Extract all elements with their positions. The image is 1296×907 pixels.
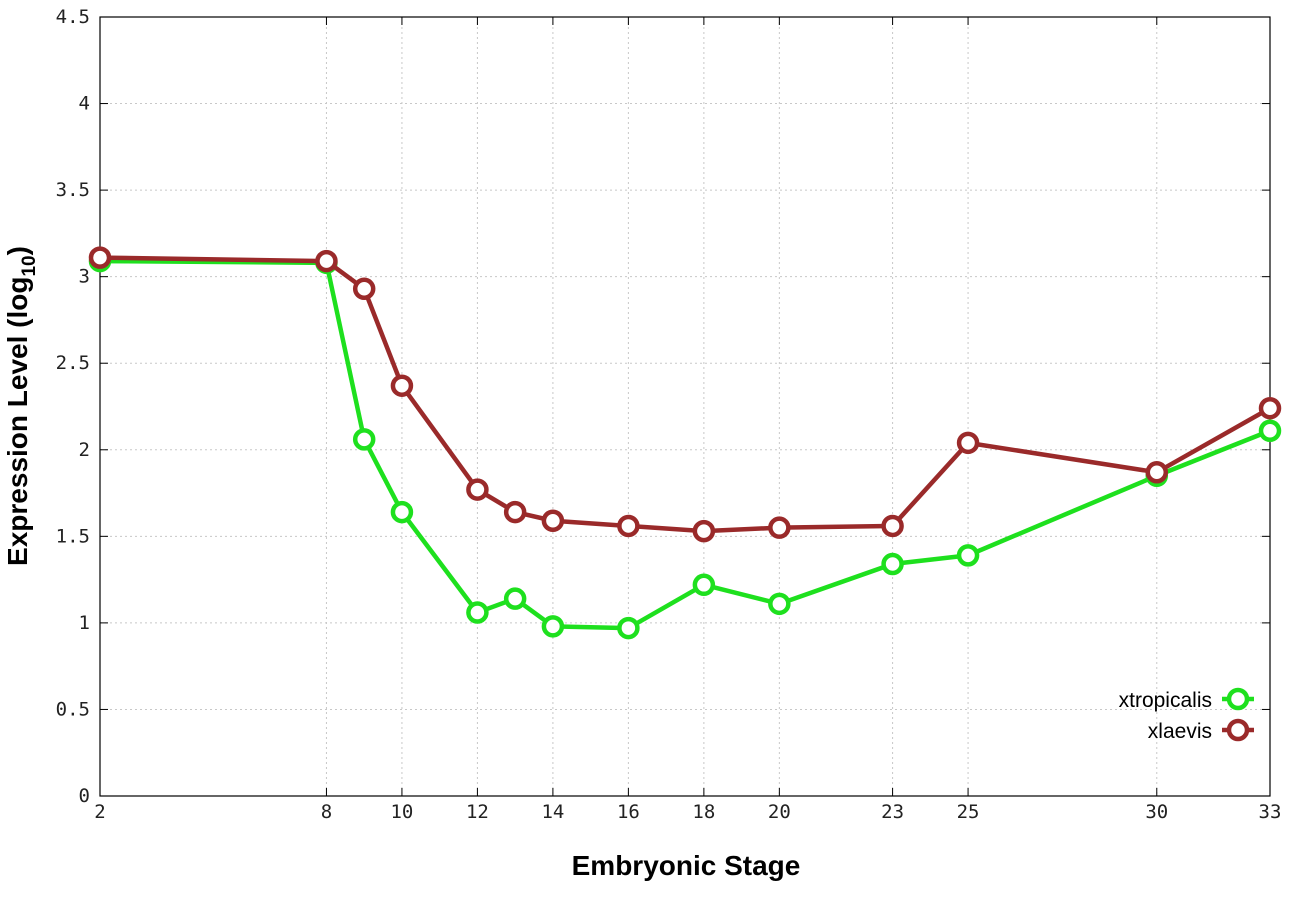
- series-line-xlaevis: [99, 255, 1272, 534]
- series-line-xtropicalis: [99, 258, 1271, 631]
- x-tick-label: 25: [957, 801, 980, 823]
- data-point-xlaevis: [692, 519, 716, 543]
- data-point-xtropicalis: [466, 601, 489, 624]
- data-point-xlaevis: [1145, 461, 1169, 484]
- data-point-xlaevis: [390, 374, 414, 397]
- data-point-xlaevis: [503, 500, 527, 524]
- data-point-xtropicalis: [768, 592, 791, 616]
- x-tick-labels: 2 8 10 12 14 16 18 20 23 25 30 33: [94, 801, 1281, 823]
- y-tick-label: 3: [79, 266, 90, 288]
- y-axis-title: Expression Level (log10): [2, 246, 40, 566]
- y-tick-label: 0.5: [56, 698, 90, 720]
- x-tick-label: 14: [541, 801, 564, 823]
- x-tick-label: 20: [768, 801, 791, 823]
- y-axis-title-main: Expression Level (log: [2, 277, 33, 566]
- grid-lines: [100, 17, 1270, 796]
- y-tick-label: 1: [79, 612, 90, 634]
- data-point-xlaevis: [466, 478, 489, 501]
- data-point-xtropicalis: [352, 428, 376, 451]
- series-xlaevis: [88, 246, 1282, 543]
- data-point-xtropicalis: [390, 500, 414, 524]
- data-point-xtropicalis: [956, 544, 980, 567]
- legend-label-xtropicalis: xtropicalis: [1119, 689, 1212, 712]
- x-tick-label: 23: [881, 801, 904, 823]
- axis-ticks: [99, 16, 1271, 797]
- y-axis-title-subscript: 10: [19, 255, 40, 276]
- data-point-xlaevis: [315, 249, 338, 273]
- series-xtropicalis: [88, 249, 1282, 640]
- data-point-xlaevis: [88, 246, 112, 269]
- data-point-xlaevis: [881, 514, 904, 538]
- x-tick-label: 16: [617, 801, 640, 823]
- legend-label-xlaevis: xlaevis: [1148, 720, 1212, 743]
- x-tick-label: 2: [94, 801, 105, 823]
- y-tick-label: 4: [79, 93, 90, 115]
- y-tick-label: 2.5: [56, 352, 90, 374]
- data-point-xtropicalis: [503, 587, 527, 610]
- x-tick-label: 8: [321, 801, 332, 823]
- y-tick-label: 2: [79, 439, 90, 461]
- y-tick-labels: 0 0.5 1 1.5 2 2.5 3 3.5 4 4.5: [56, 6, 90, 807]
- data-point-xlaevis: [352, 277, 376, 301]
- legend-marker-xlaevis: [1226, 718, 1250, 742]
- legend: xtropicalis xlaevis: [1119, 687, 1254, 743]
- x-tick-label: 18: [692, 801, 715, 823]
- x-axis-title: Embryonic Stage: [572, 850, 801, 881]
- data-point-xlaevis: [541, 509, 565, 533]
- data-point-xlaevis: [1258, 396, 1282, 420]
- data-point-xlaevis: [956, 431, 980, 455]
- legend-entry-xtropicalis: xtropicalis: [1119, 687, 1254, 712]
- y-tick-label: 0: [79, 785, 90, 807]
- legend-marker-xtropicalis: [1226, 687, 1250, 711]
- y-tick-label: 3.5: [56, 179, 90, 201]
- data-point-xtropicalis: [881, 552, 904, 576]
- plot-frame: [99, 16, 1271, 797]
- x-tick-label: 12: [466, 801, 489, 823]
- y-axis-title-close: ): [2, 246, 33, 255]
- data-point-xtropicalis: [617, 616, 640, 640]
- data-point-xtropicalis: [541, 615, 565, 638]
- data-point-xtropicalis: [692, 573, 716, 597]
- data-point-xlaevis: [768, 516, 791, 539]
- y-tick-label: 1.5: [56, 525, 90, 547]
- data-point-xtropicalis: [1258, 419, 1282, 442]
- y-tick-label: 4.5: [56, 6, 90, 28]
- data-point-xlaevis: [617, 514, 640, 538]
- x-tick-label: 30: [1145, 801, 1168, 823]
- series-layer: [88, 246, 1282, 640]
- x-tick-label: 33: [1259, 801, 1282, 823]
- legend-entry-xlaevis: xlaevis: [1148, 718, 1254, 743]
- x-tick-label: 10: [390, 801, 413, 823]
